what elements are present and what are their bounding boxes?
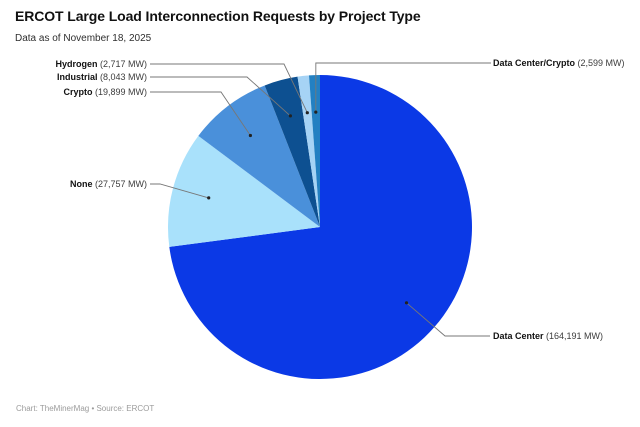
chart-credit: Chart: TheMinerMag • Source: ERCOT (16, 404, 155, 413)
callout-dot-data-center-crypto (314, 110, 318, 114)
slice-label-data-center-crypto-name: Data Center/Crypto (493, 58, 576, 68)
slice-label-none-name: None (69, 179, 93, 189)
callout-line-crypto (150, 91, 251, 136)
callout-line-hydrogen (150, 63, 308, 113)
slice-label-data-center-crypto: Data Center/Crypto (2,599 MW) (493, 57, 625, 69)
slice-label-crypto-value: (19,899 MW) (94, 87, 147, 97)
pie-slice-data-center (169, 75, 472, 379)
callout-dot-none (207, 196, 211, 200)
callout-dot-crypto (248, 133, 252, 138)
callout-line-data-center (406, 302, 490, 337)
chart-subtitle: Data as of November 18, 2025 (15, 33, 152, 44)
slice-label-data-center-crypto-value: (2,599 MW) (577, 58, 625, 68)
slice-label-hydrogen: Hydrogen (2,717 MW) (55, 58, 147, 70)
pie-slice-none (167, 135, 320, 247)
pie-slice-hydrogen (297, 75, 320, 228)
pie-slice-data-center-crypto (308, 75, 320, 227)
slice-label-none-value: (27,757 MW) (94, 179, 147, 189)
slice-label-crypto: Crypto (19,899 MW) (63, 86, 147, 98)
slice-label-industrial-name: Industrial (56, 72, 98, 82)
slice-label-industrial: Industrial (8,043 MW) (57, 71, 147, 83)
slice-label-crypto-name: Crypto (63, 87, 93, 97)
callout-line-industrial (150, 76, 291, 117)
slice-label-hydrogen-value: (2,717 MW) (99, 59, 147, 69)
slice-label-hydrogen-name: Hydrogen (55, 59, 98, 69)
callout-dot-industrial (288, 114, 292, 118)
slice-label-industrial-value: (8,043 MW) (99, 72, 147, 82)
pie-slice-industrial (264, 76, 320, 227)
pie-slice-crypto (198, 85, 320, 227)
chart-title: ERCOT Large Load Interconnection Request… (15, 8, 421, 24)
callout-line-data-center-crypto (315, 62, 491, 113)
slice-label-none: None (27,757 MW) (70, 178, 147, 190)
slice-label-data-center: Data Center (164,191 MW) (493, 330, 603, 342)
callout-dot-data-center (404, 301, 409, 305)
slice-label-data-center-value: (164,191 MW) (546, 331, 604, 341)
slice-label-data-center-name: Data Center (493, 331, 544, 341)
callout-dot-hydrogen (305, 111, 309, 115)
callout-line-none (150, 183, 209, 199)
